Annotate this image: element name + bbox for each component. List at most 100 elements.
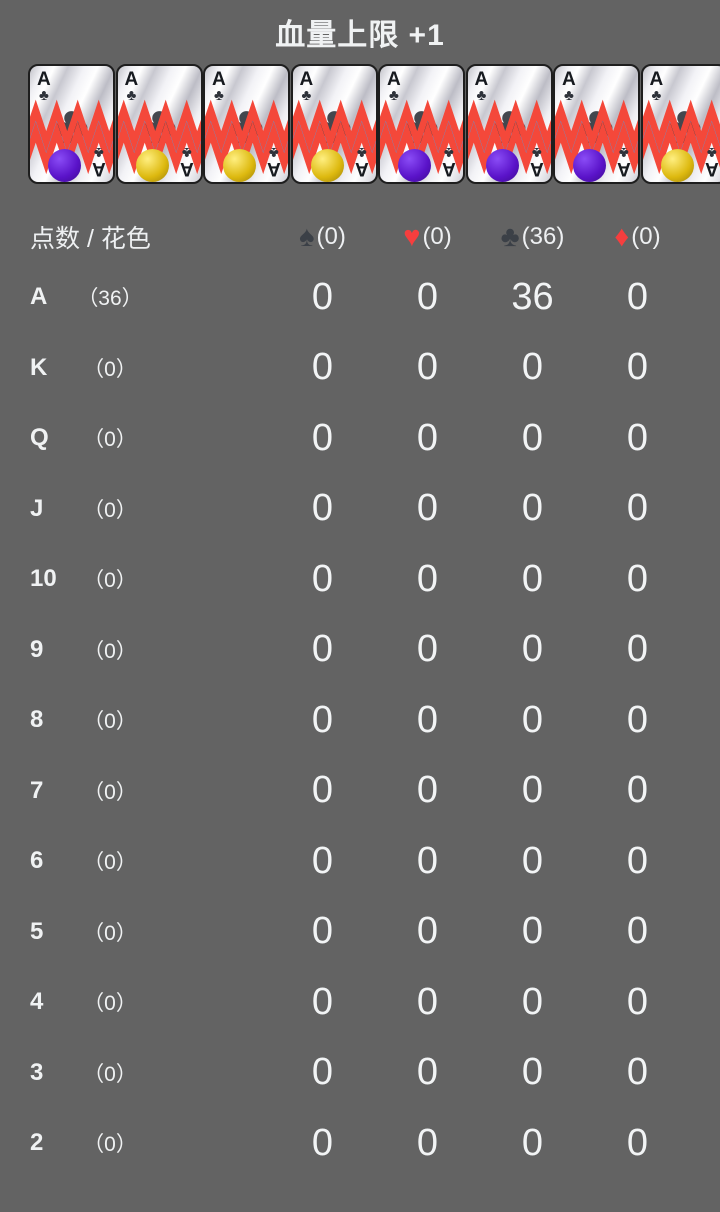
count-J-clubs: 0 [521, 487, 544, 530]
club-icon: ♣ [476, 87, 487, 104]
playing-card[interactable]: A ♣ A ♣ ♣ [290, 64, 378, 184]
rank-label: 9 [30, 635, 44, 663]
page-title: 血量上限 +1 [275, 19, 445, 52]
count-Q-clubs: 0 [521, 416, 544, 459]
card-art-zigzag: ♣ [380, 96, 463, 175]
club-icon: ♣ [531, 144, 542, 161]
card-art-zigzag: ♣ [555, 96, 638, 175]
card-corner-bottom-right: A ♣ [355, 144, 369, 179]
count-K-spades: 0 [311, 346, 334, 389]
playing-card[interactable]: A ♣ A ♣ ♣ [553, 64, 640, 184]
card-art-zigzag: ♣ [205, 96, 288, 175]
count-A-spades: 0 [311, 275, 334, 318]
count-3-hearts: 0 [416, 1051, 439, 1094]
heart-icon: ♥ [403, 220, 421, 253]
playing-card[interactable]: A ♣ A ♣ ♣ [640, 64, 720, 184]
purple-coin-badge [573, 149, 606, 182]
count-5-spades: 0 [311, 910, 334, 953]
count-9-spades: 0 [311, 628, 334, 671]
table-row-K: K （0） 0 0 0 0 [0, 333, 720, 404]
count-A-hearts: 0 [416, 275, 439, 318]
card-row: A ♣ A ♣ ♣ A ♣ A ♣ ♣ A ♣ A ♣ ♣ A [0, 64, 720, 184]
count-A-diamonds: 0 [626, 275, 649, 318]
count-A-clubs: 36 [511, 275, 554, 318]
card-corner-bottom-right: A ♣ [179, 144, 194, 179]
card-rank-label: A [212, 69, 226, 90]
card-art-zigzag: ♣ [642, 96, 720, 175]
suit-rank-table: 点数 / 花色 ♠ (0) ♥ (0) ♣ (36) ♦ (0) A （36） … [0, 212, 720, 1179]
rank-label: A [30, 283, 48, 311]
count-9-diamonds: 0 [626, 628, 649, 671]
rank-total-count: （0） [83, 1062, 137, 1086]
count-9-hearts: 0 [416, 628, 439, 671]
table-header-row: 点数 / 花色 ♠ (0) ♥ (0) ♣ (36) ♦ (0) [0, 212, 720, 262]
card-rank-label: A [474, 69, 489, 90]
table-row-A: A （36） 0 0 36 0 [0, 262, 720, 333]
card-corner-bottom-right: A ♣ [617, 144, 631, 179]
card-rank-label: A [37, 69, 51, 90]
rank-total-count: （0） [83, 992, 137, 1016]
rank-label: K [30, 353, 48, 381]
spade-icon: ♠ [299, 220, 315, 253]
rank-total-count: （0） [83, 357, 137, 381]
club-icon: ♣ [563, 87, 574, 104]
rank-total-count: （0） [83, 780, 137, 804]
count-4-diamonds: 0 [626, 980, 649, 1023]
playing-card[interactable]: A ♣ A ♣ ♣ [115, 64, 203, 184]
card-rank-label: A [529, 158, 544, 179]
count-K-hearts: 0 [416, 346, 439, 389]
card-rank-label: A [387, 69, 401, 90]
card-corner-top-left: A ♣ [387, 70, 401, 103]
card-corner-top-left: A ♣ [475, 70, 489, 103]
rank-label: 8 [30, 706, 44, 734]
rank-total-count: （0） [83, 569, 137, 593]
rank-total-count: （0） [83, 1133, 137, 1157]
club-icon: ♣ [619, 144, 630, 161]
card-rank-label: A [267, 158, 281, 179]
card-rank-label: A [179, 158, 194, 179]
card-corner-top-left: A ♣ [650, 70, 664, 103]
suit-column-header: ♠ (0) [270, 220, 375, 253]
club-icon: ♣ [181, 144, 192, 161]
count-10-diamonds: 0 [626, 557, 649, 600]
count-2-diamonds: 0 [626, 1121, 649, 1164]
count-10-spades: 0 [311, 557, 334, 600]
table-row-4: 4 （0） 0 0 0 0 [0, 967, 720, 1038]
playing-card[interactable]: A ♣ A ♣ ♣ [465, 64, 553, 184]
count-5-diamonds: 0 [626, 910, 649, 953]
header-rank-suit-label: 点数 / 花色 [30, 225, 151, 253]
table-row-9: 9 （0） 0 0 0 0 [0, 615, 720, 686]
table-row-Q: Q （0） 0 0 0 0 [0, 403, 720, 474]
club-icon: ♣ [500, 220, 520, 253]
card-corner-bottom-right: A ♣ [442, 144, 456, 179]
gold-coin-badge [310, 149, 344, 182]
club-icon: ♣ [126, 87, 137, 104]
playing-card[interactable]: A ♣ A ♣ ♣ [28, 64, 115, 184]
gold-coin-badge [660, 149, 694, 182]
playing-card[interactable]: A ♣ A ♣ ♣ [378, 64, 465, 184]
count-4-clubs: 0 [521, 980, 544, 1023]
purple-coin-badge [398, 149, 431, 182]
rank-label: 4 [30, 988, 44, 1016]
card-art-zigzag: ♣ [117, 96, 201, 175]
club-icon: ♣ [388, 87, 399, 104]
club-icon: ♣ [213, 87, 224, 104]
hearts-total-count: (0) [422, 223, 452, 250]
playing-card[interactable]: A ♣ A ♣ ♣ [203, 64, 290, 184]
suit-column-header: ♣ (36) [480, 220, 585, 253]
count-3-spades: 0 [311, 1051, 334, 1094]
rank-label: Q [30, 424, 49, 452]
rank-label: 6 [30, 847, 44, 875]
card-rank-label: A [617, 158, 631, 179]
table-row-5: 5 （0） 0 0 0 0 [0, 897, 720, 968]
count-3-diamonds: 0 [626, 1051, 649, 1094]
purple-coin-badge [485, 149, 519, 182]
count-8-clubs: 0 [521, 698, 544, 741]
gold-coin-badge [223, 149, 256, 182]
rank-label: 5 [30, 917, 44, 945]
rank-total-count: （0） [83, 710, 137, 734]
rank-total-count: （0） [83, 851, 137, 875]
rank-total-count: （0） [83, 498, 137, 522]
rank-label: 7 [30, 776, 44, 804]
rank-label: J [30, 494, 44, 522]
